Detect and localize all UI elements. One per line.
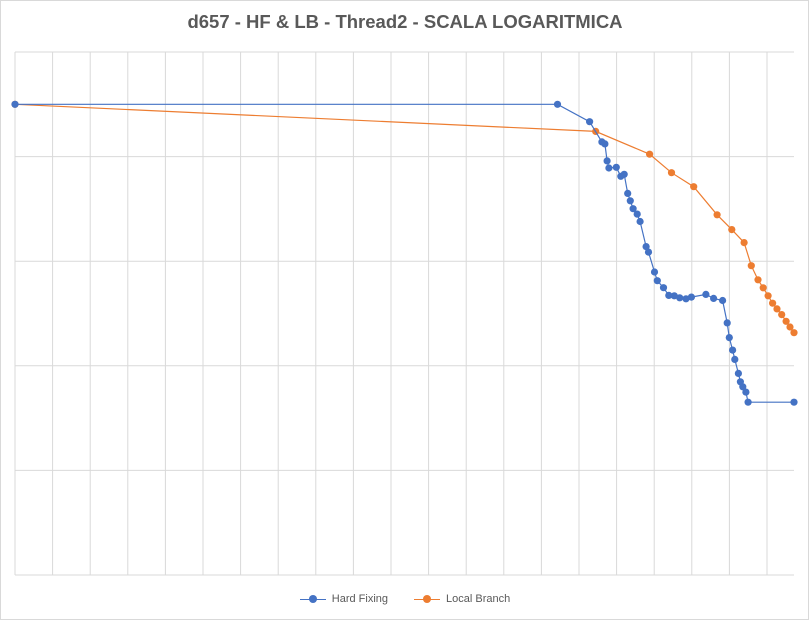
legend: Hard Fixing Local Branch [0,593,810,605]
data-point-local-branch [790,329,798,337]
data-point-hard-fixing [665,291,673,299]
data-point-local-branch [740,239,748,247]
legend-label-local-branch: Local Branch [446,593,511,605]
data-point-hard-fixing [624,189,632,197]
data-point-local-branch [769,299,777,307]
data-point-hard-fixing [612,163,620,171]
legend-item-local-branch: Local Branch [414,593,510,605]
data-point-local-branch [778,311,786,319]
data-point-hard-fixing [744,398,752,406]
legend-label-hard-fixing: Hard Fixing [331,593,389,605]
vertical-gridlines [14,52,768,575]
data-point-hard-fixing [620,170,628,178]
data-point-local-branch [764,292,772,300]
data-point-hard-fixing [725,334,733,342]
data-point-hard-fixing [710,294,718,302]
data-point-hard-fixing [644,248,653,256]
data-point-hard-fixing [723,319,731,327]
series-local-branch [11,100,798,337]
data-point-local-branch [782,317,790,325]
legend-marker-hard-fixing [299,594,326,604]
data-point-hard-fixing [601,140,609,148]
data-point-hard-fixing [586,118,594,126]
data-point-hard-fixing [734,369,743,377]
data-point-local-branch [690,183,698,191]
data-point-local-branch [773,305,781,313]
legend-marker-local-branch [414,594,441,604]
legend-item-hard-fixing: Hard Fixing [299,593,389,605]
chart-title: d657 - HF & LB - Thread2 - SCALA LOGARIT… [187,11,623,32]
data-point-local-branch [754,276,762,284]
data-point-hard-fixing [11,100,19,108]
data-point-local-branch [728,226,736,234]
data-point-local-branch [646,150,654,158]
data-point-hard-fixing [603,157,611,165]
data-point-local-branch [713,211,721,219]
data-point-hard-fixing [626,197,634,205]
series-line-hard-fixing [15,103,794,403]
data-point-hard-fixing [790,398,798,406]
data-point-local-branch [786,323,794,331]
data-point-hard-fixing [636,217,644,226]
data-point-hard-fixing [719,296,727,305]
data-point-hard-fixing [702,290,710,298]
data-point-hard-fixing [642,243,650,251]
data-point-hard-fixing [605,164,613,172]
data-point-hard-fixing [653,277,661,285]
data-point-hard-fixing [739,383,747,391]
data-point-hard-fixing [670,292,678,300]
data-point-local-branch [667,169,676,177]
data-point-hard-fixing [629,205,637,213]
data-point-hard-fixing [676,294,684,302]
series-hard-fixing [11,100,798,406]
data-point-hard-fixing [687,293,696,301]
data-point-local-branch [759,284,767,292]
data-point-hard-fixing [659,284,668,292]
data-point-hard-fixing [742,388,750,396]
data-point-hard-fixing [729,346,737,354]
series-layer [11,100,798,406]
data-point-hard-fixing [633,210,641,218]
data-point-hard-fixing [553,100,562,108]
horizontal-gridlines [15,51,794,576]
data-point-hard-fixing [650,268,659,276]
data-point-hard-fixing [682,295,690,303]
data-point-local-branch [747,262,755,270]
data-point-hard-fixing [731,355,739,363]
